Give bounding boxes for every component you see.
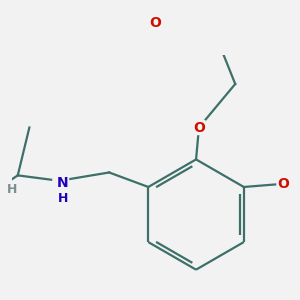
- Text: O: O: [193, 121, 205, 134]
- Text: H: H: [58, 192, 68, 205]
- Text: O: O: [277, 177, 289, 191]
- Text: N: N: [57, 176, 68, 190]
- Text: O: O: [149, 16, 161, 30]
- Text: H: H: [7, 183, 17, 196]
